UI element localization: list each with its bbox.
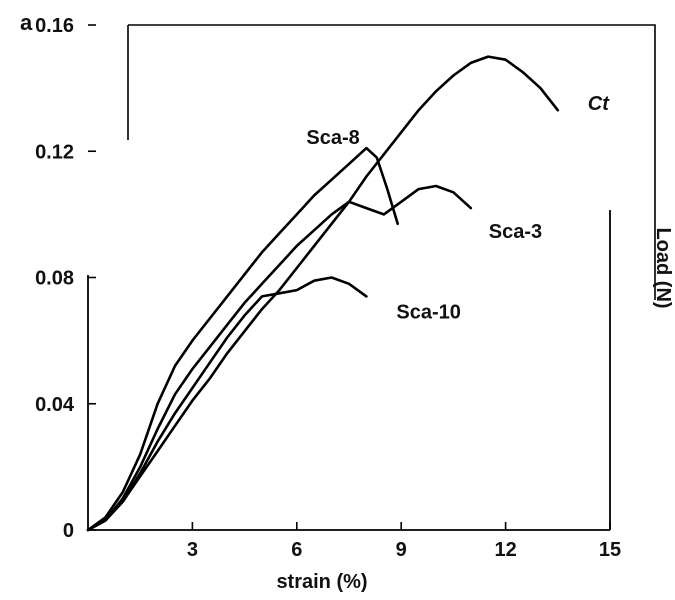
x-axis-label: strain (%) <box>276 571 367 593</box>
series-label-sca-8: Sca-8 <box>306 127 359 149</box>
y-tick-label: 0.08 <box>35 268 74 290</box>
y-axis-label: Load (N) <box>652 227 674 308</box>
panel-label: a <box>20 10 33 35</box>
axis-layer: 3 6 9 12 15 0 0.04 0.08 0.12 0.16 <box>35 15 621 561</box>
x-tick-label: 12 <box>494 539 516 561</box>
series-label-ct: Ct <box>588 93 610 115</box>
y-tick-label: 0.04 <box>35 394 75 416</box>
x-tick-label: 6 <box>291 539 302 561</box>
series-line-sca-10 <box>86 276 368 532</box>
series-label-sca-10: Sca-10 <box>396 301 461 323</box>
series-line-sca-3 <box>86 184 473 532</box>
x-tick-label: 3 <box>187 539 198 561</box>
y-tick-label: 0 <box>63 520 74 542</box>
label-layer: Ct Sca-8 Sca-3 Sca-10 <box>306 93 610 323</box>
series-label-sca-3: Sca-3 <box>489 221 542 243</box>
x-tick-label: 9 <box>396 539 407 561</box>
series-line-ct <box>86 55 560 532</box>
outer-frame <box>128 24 656 300</box>
frame-layer <box>127 24 656 300</box>
y-tick-label: 0.16 <box>35 15 74 37</box>
x-tick-label: 15 <box>599 539 621 561</box>
curve-layer <box>86 55 560 532</box>
series-line-sca-8 <box>86 146 400 532</box>
y-tick-label: 0.12 <box>35 141 74 163</box>
